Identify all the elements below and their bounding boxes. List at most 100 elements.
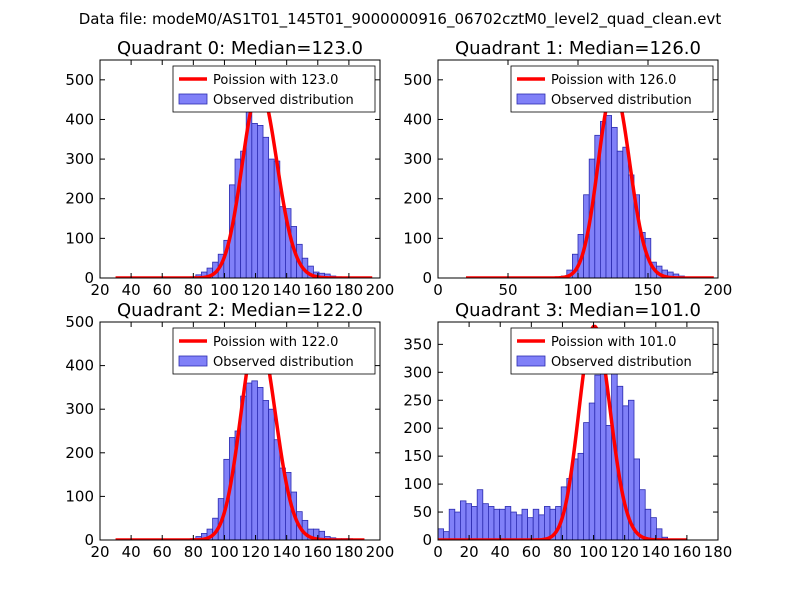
quadrant-3-bar	[510, 511, 517, 540]
quadrant-3-bar	[516, 514, 523, 540]
quadrant-2-bar	[257, 386, 264, 540]
quadrant-1-legend-bar-swatch	[516, 93, 546, 105]
quadrant-0-legend-line-label: Poission with 123.0	[213, 73, 338, 88]
quadrant-3-bar	[493, 508, 500, 540]
quadrant-0-x-tick-label: 200	[366, 281, 395, 299]
quadrant-2-x-tick-label: 80	[184, 543, 203, 561]
quadrant-3-bar	[577, 452, 584, 540]
quadrant-0-legend-bar-swatch	[178, 93, 208, 105]
quadrant-0-y-tick-label: 100	[65, 229, 94, 247]
quadrant-0-x-tick-label: 40	[122, 281, 141, 299]
quadrant-3-panel: Quadrant 3: Median=101.00 20 40 60 80 100 120 1…	[403, 300, 732, 561]
quadrant-3-bar	[572, 458, 579, 540]
quadrant-3-bar	[583, 422, 590, 540]
quadrant-3-y-tick-label: 200	[403, 419, 432, 437]
quadrant-3-frame	[437, 321, 719, 541]
quadrant-3-y-tick-label: 350	[403, 335, 432, 353]
quadrant-0-legend-bar-label: Observed distribution	[213, 93, 354, 108]
quadrant-2-title: Quadrant 2: Median=122.0	[117, 300, 363, 321]
quadrant-0-y-tick-label: 300	[65, 150, 94, 168]
quadrant-3-bar	[544, 506, 551, 540]
quadrant-2-y-tick-label: 0	[84, 531, 94, 549]
quadrant-2-y-tick-label: 200	[65, 444, 94, 462]
quadrant-3-y-tick-label: 250	[403, 391, 432, 409]
quadrant-2-x-tick-label: 40	[122, 543, 141, 561]
quadrant-3-bar	[600, 371, 607, 540]
quadrant-3-y-tick-label: 0	[422, 531, 432, 549]
quadrant-1-bar	[605, 115, 612, 278]
quadrant-3-x-tick-label: 40	[491, 543, 510, 561]
quadrant-3-x-tick-label: 180	[704, 543, 733, 561]
quadrant-3-bar	[644, 508, 652, 540]
quadrant-3-bar	[521, 508, 528, 540]
quadrant-2-y-tick-label: 100	[65, 487, 94, 505]
quadrant-2-panel: Quadrant 2: Median=122.020 40 60 80 100 120 14…	[65, 300, 394, 561]
quadrant-3-y-tick-label: 300	[403, 363, 432, 381]
quadrant-0-legend: Poission with 123.0 Observed distribution	[172, 65, 376, 113]
quadrant-3-bar	[504, 506, 512, 540]
quadrant-0-x-tick-label: 140	[272, 281, 301, 299]
quadrant-2-x-tick-label: 180	[335, 543, 364, 561]
quadrant-3-legend: Poission with 101.0 Observed distribution	[510, 327, 714, 375]
quadrant-2-bar	[273, 439, 281, 540]
quadrant-0-y-tick-label: 200	[65, 190, 94, 208]
quadrant-3-bar	[527, 517, 534, 540]
quadrant-1-title: Quadrant 1: Median=126.0	[455, 38, 701, 59]
quadrant-0-x-tick-label: 20	[90, 281, 109, 299]
quadrant-2-bar	[251, 380, 258, 540]
quadrant-2-x-tick-label: 60	[153, 543, 172, 561]
quadrant-1-y-tick-label: 100	[403, 229, 432, 247]
quadrant-3-legend-box	[510, 327, 714, 375]
quadrant-3-x-tick-label: 100	[579, 543, 608, 561]
quadrant-2-bar	[262, 400, 270, 540]
quadrant-2-y-tick-label: 300	[65, 400, 94, 418]
quadrant-3-legend-line-label: Poission with 101.0	[551, 335, 676, 350]
quadrant-1-bar	[622, 146, 629, 278]
quadrant-3-bar	[605, 425, 612, 540]
quadrant-1-panel: Quadrant 1: Median=126.0 0 50 100 150 200 0 100…	[403, 38, 732, 299]
quadrant-2-legend-bar-swatch	[178, 355, 208, 367]
quadrant-3-x-tick-label: 80	[553, 543, 572, 561]
quadrant-0-frame	[99, 59, 381, 279]
quadrant-3-x-tick-label: 0	[433, 543, 443, 561]
quadrant-2-bar	[318, 530, 326, 540]
quadrant-2-bar	[245, 382, 253, 540]
quadrant-0-y-tick-label: 0	[84, 269, 94, 287]
quadrant-1-y-tick-label: 300	[403, 150, 432, 168]
quadrant-1-legend: Poission with 126.0 Observed distribution	[510, 65, 714, 113]
quadrant-2-x-tick-label: 160	[303, 543, 332, 561]
quadrant-3-plot	[438, 324, 688, 540]
quadrant-1-x-tick-label: 100	[564, 281, 593, 299]
panels: Quadrant 0: Median=123.020 40 60 80 100 120 14…	[65, 38, 732, 561]
quadrant-2-x-tick-label: 100	[210, 543, 239, 561]
quadrant-3-title: Quadrant 3: Median=101.0	[455, 300, 701, 321]
quadrant-3-x-tick-label: 160	[673, 543, 702, 561]
quadrant-2-legend-bar-label: Observed distribution	[213, 355, 354, 370]
quadrant-1-y-tick-label: 200	[403, 190, 432, 208]
quadrant-3-legend-bar-label: Observed distribution	[551, 355, 692, 370]
quadrant-3-bar	[476, 489, 484, 540]
quadrant-3-bar	[538, 514, 545, 540]
quadrant-2-y-tick-label: 400	[65, 357, 94, 375]
quadrant-1-x-tick-label: 150	[634, 281, 663, 299]
quadrant-3-x-tick-label: 20	[460, 543, 479, 561]
quadrant-0-bar	[257, 125, 264, 278]
quadrant-3-bar	[448, 508, 456, 540]
quadrant-2-x-tick-label: 20	[90, 543, 109, 561]
quadrant-0-title: Quadrant 0: Median=123.0	[117, 38, 363, 59]
figure-suptitle: Data file: modeM0/AS1T01_145T01_90000009…	[79, 10, 722, 29]
quadrant-1-bar	[616, 150, 624, 278]
quadrant-3-y-tick-label: 100	[403, 475, 432, 493]
quadrant-0-bar	[268, 158, 275, 278]
quadrant-0-x-tick-label: 120	[241, 281, 270, 299]
quadrant-3-bar	[594, 374, 601, 540]
quadrant-1-legend-bar-label: Observed distribution	[551, 93, 692, 108]
quadrant-3-bar	[465, 503, 472, 540]
quadrant-3-x-tick-label: 120	[610, 543, 639, 561]
quadrant-2-x-tick-label: 200	[366, 543, 395, 561]
quadrant-3-bar	[639, 489, 646, 540]
quadrant-3-bar	[454, 511, 461, 540]
quadrant-2-legend: Poission with 122.0 Observed distribution	[172, 327, 376, 375]
quadrant-3-bar	[471, 506, 478, 540]
